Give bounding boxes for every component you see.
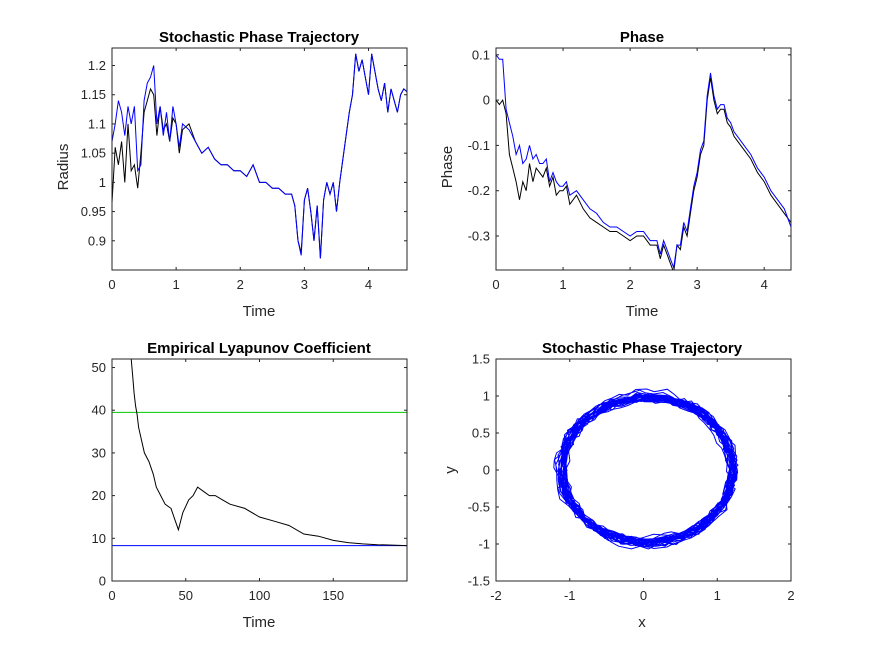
- phase-x-tick-label: 4: [761, 277, 768, 292]
- phase-portrait-x-tick-label: -2: [490, 588, 502, 603]
- lyapunov-y-tick-label: 20: [92, 488, 106, 503]
- radius-x-tick-label: 2: [237, 277, 244, 292]
- phase-trajectory-line: [496, 54, 791, 270]
- lyapunov-y-tick-label: 30: [92, 445, 106, 460]
- phase-portrait-chart-title: Stochastic Phase Trajectory: [542, 340, 743, 357]
- phase-x-tick-label: 1: [559, 277, 566, 292]
- phase-y-tick-label: -0.3: [468, 229, 490, 244]
- radius-y-tick-label: 0.95: [81, 204, 106, 219]
- phase-portrait-lines: [553, 388, 739, 550]
- lyapunov-chart-title: Empirical Lyapunov Coefficient: [147, 340, 371, 357]
- radius-lines: [112, 53, 407, 259]
- radius-y-tick-label: 1.15: [81, 87, 106, 102]
- phase-panel: Phase Time Phase 0 1 2 3 4 -0.3 -0.2 -0.1 0 0.1: [439, 29, 792, 320]
- radius-ticks: 0 1 2 3 4 0.9 0.95 1 1.05 1.1 1.15 1.2: [81, 48, 407, 292]
- phase-y-axis-label: Phase: [439, 146, 456, 189]
- phase-x-tick-label: 3: [694, 277, 701, 292]
- phase-chart-title: Phase: [620, 29, 664, 46]
- phase-y-tick-label: -0.2: [468, 183, 490, 198]
- radius-panel: Stochastic Phase Trajectory Time Radius …: [55, 29, 408, 320]
- lyapunov-y-tick-label: 0: [99, 574, 106, 589]
- lyapunov-y-tick-label: 40: [92, 403, 106, 418]
- phase-ticks: 0 1 2 3 4 -0.3 -0.2 -0.1 0 0.1: [468, 47, 791, 292]
- radius-y-tick-label: 1.2: [88, 58, 106, 73]
- phase-reference-line: [496, 77, 791, 270]
- lyapunov-axes-box: [111, 358, 408, 582]
- phase-portrait-y-tick-label: -1.5: [468, 574, 490, 589]
- lyapunov-y-tick-label: 10: [92, 531, 106, 546]
- radius-chart-title: Stochastic Phase Trajectory: [159, 29, 360, 46]
- phase-x-tick-label: 2: [626, 277, 633, 292]
- phase-portrait-x-axis-label: x: [638, 614, 646, 631]
- phase-y-tick-label: -0.1: [468, 138, 490, 153]
- phase-portrait-y-axis-label: y: [442, 466, 459, 474]
- lyapunov-x-tick-label: 50: [179, 588, 193, 603]
- phase-portrait-axes-box: [495, 358, 792, 582]
- phase-lines: [496, 54, 791, 270]
- radius-x-axis-label: Time: [243, 303, 276, 320]
- lyapunov-x-tick-label: 100: [249, 588, 271, 603]
- lyapunov-x-tick-label: 150: [322, 588, 344, 603]
- radius-y-tick-label: 1.05: [81, 146, 106, 161]
- phase-portrait-y-tick-label: -0.5: [468, 500, 490, 515]
- radius-y-axis-label: Radius: [55, 144, 72, 191]
- lyapunov-x-tick-label: 0: [108, 588, 115, 603]
- radius-x-tick-label: 1: [173, 277, 180, 292]
- phase-portrait-ticks: -2 -1 0 1 2 -1.5 -1 -0.5 0 0.5 1 1.5: [468, 352, 795, 604]
- radius-y-tick-label: 0.9: [88, 233, 106, 248]
- radius-y-tick-label: 1.1: [88, 116, 106, 131]
- phase-portrait-panel: Stochastic Phase Trajectory x y -2 -1 0 1 2-…: [442, 340, 795, 631]
- phase-portrait-x-tick-label: 2: [787, 588, 794, 603]
- phase-y-tick-label: 0.1: [472, 47, 490, 62]
- phase-portrait-x-tick-label: 1: [714, 588, 721, 603]
- phase-x-tick-label: 0: [492, 277, 499, 292]
- lyapunov-lines: [112, 359, 407, 547]
- phase-portrait-x-tick-label: 0: [640, 588, 647, 603]
- phase-portrait-y-tick-label: 0.5: [472, 426, 490, 441]
- radius-x-tick-label: 0: [108, 277, 115, 292]
- phase-portrait-orbit-line: [553, 388, 739, 550]
- lyapunov-y-tick-label: 50: [92, 360, 106, 375]
- radius-x-tick-label: 4: [365, 277, 372, 292]
- radius-axes-box: [111, 47, 408, 271]
- phase-portrait-y-tick-label: -1: [478, 537, 490, 552]
- phase-axes-box: [495, 47, 792, 271]
- phase-y-tick-label: 0: [483, 93, 490, 108]
- radius-y-tick-label: 1: [99, 175, 106, 190]
- phase-portrait-x-tick-label: -1: [564, 588, 576, 603]
- radius-trajectory-line: [112, 53, 407, 259]
- lyapunov-panel: Empirical Lyapunov Coefficient Time 0 50 1…: [92, 340, 408, 631]
- radius-x-tick-label: 3: [301, 277, 308, 292]
- lyapunov-x-axis-label: Time: [243, 614, 276, 631]
- phase-x-axis-label: Time: [626, 303, 659, 320]
- lyapunov-coefficient-line: [130, 359, 407, 547]
- phase-portrait-y-tick-label: 1.5: [472, 352, 490, 367]
- phase-portrait-y-tick-label: 0: [483, 463, 490, 478]
- phase-portrait-y-tick-label: 1: [483, 389, 490, 404]
